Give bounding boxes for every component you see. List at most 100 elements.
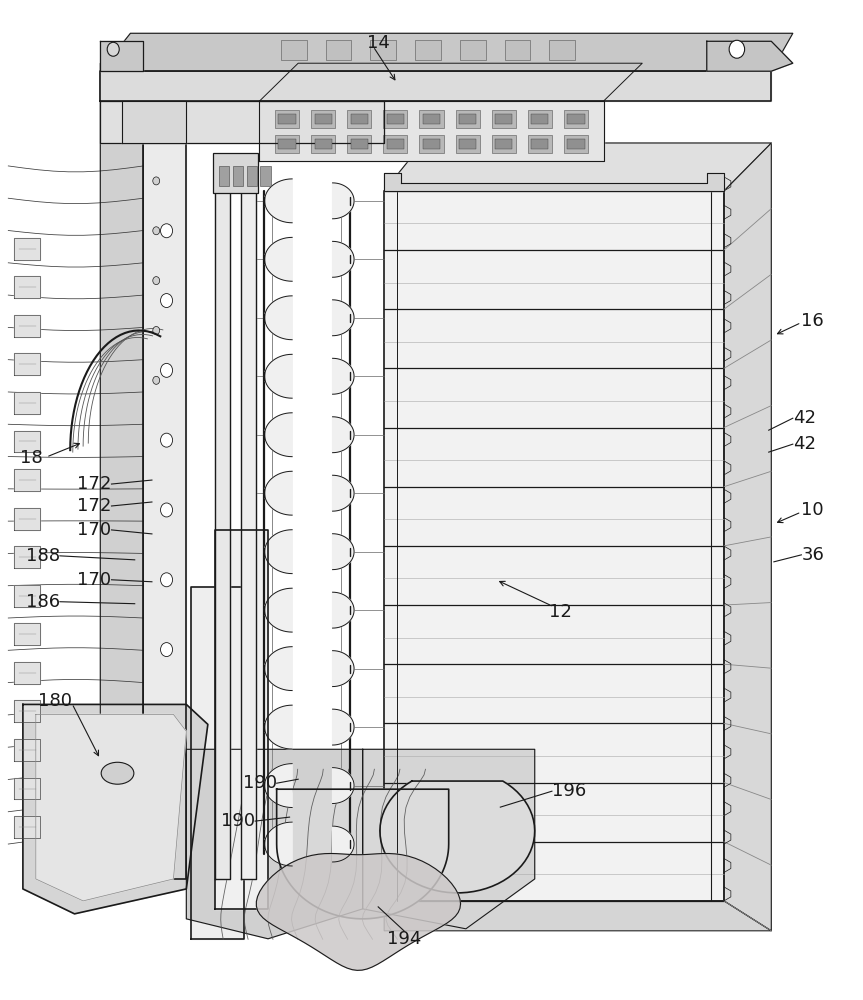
Polygon shape xyxy=(100,63,143,879)
Bar xyxy=(383,110,407,128)
Polygon shape xyxy=(15,392,40,414)
Text: 186: 186 xyxy=(26,593,60,611)
Polygon shape xyxy=(15,508,40,530)
Polygon shape xyxy=(384,143,772,191)
Polygon shape xyxy=(260,101,603,161)
Bar xyxy=(279,114,296,124)
Polygon shape xyxy=(332,300,354,336)
Polygon shape xyxy=(332,651,354,687)
Polygon shape xyxy=(241,181,256,879)
Bar xyxy=(347,110,371,128)
Polygon shape xyxy=(265,764,293,808)
Circle shape xyxy=(161,363,173,377)
Polygon shape xyxy=(332,241,354,277)
Polygon shape xyxy=(100,33,793,71)
Polygon shape xyxy=(724,143,772,931)
Polygon shape xyxy=(23,704,208,914)
Bar xyxy=(281,40,306,60)
Bar xyxy=(423,139,440,149)
Polygon shape xyxy=(215,181,230,879)
Polygon shape xyxy=(100,71,772,101)
Text: 14: 14 xyxy=(367,34,390,52)
Bar xyxy=(325,40,351,60)
Bar xyxy=(492,110,516,128)
Polygon shape xyxy=(256,853,461,970)
Text: 196: 196 xyxy=(552,782,586,800)
Polygon shape xyxy=(332,592,354,628)
Polygon shape xyxy=(35,714,186,901)
Bar xyxy=(350,139,368,149)
Polygon shape xyxy=(384,901,772,931)
Polygon shape xyxy=(15,276,40,298)
Polygon shape xyxy=(15,700,40,722)
Text: 190: 190 xyxy=(221,812,255,830)
Circle shape xyxy=(153,177,160,185)
Polygon shape xyxy=(15,546,40,568)
Polygon shape xyxy=(332,183,354,219)
Polygon shape xyxy=(265,471,293,515)
Polygon shape xyxy=(332,358,354,394)
Polygon shape xyxy=(384,173,724,191)
Text: 172: 172 xyxy=(77,497,111,515)
Circle shape xyxy=(729,40,745,58)
Text: 194: 194 xyxy=(387,930,421,948)
Circle shape xyxy=(161,294,173,308)
Text: 190: 190 xyxy=(243,774,277,792)
Bar xyxy=(311,135,335,153)
Bar xyxy=(564,135,588,153)
Polygon shape xyxy=(332,826,354,862)
Polygon shape xyxy=(362,749,535,929)
Circle shape xyxy=(161,224,173,238)
Polygon shape xyxy=(265,705,293,749)
Polygon shape xyxy=(15,315,40,337)
Bar xyxy=(567,139,584,149)
Polygon shape xyxy=(100,41,143,71)
Bar xyxy=(383,135,407,153)
Bar xyxy=(459,114,476,124)
Bar xyxy=(459,139,476,149)
Bar xyxy=(460,40,486,60)
Polygon shape xyxy=(380,781,535,893)
Polygon shape xyxy=(332,768,354,804)
Bar xyxy=(528,110,552,128)
Polygon shape xyxy=(186,749,362,939)
Bar xyxy=(567,114,584,124)
Bar xyxy=(495,139,513,149)
Polygon shape xyxy=(15,816,40,838)
Polygon shape xyxy=(15,585,40,607)
Polygon shape xyxy=(15,431,40,452)
Text: 36: 36 xyxy=(802,546,824,564)
Polygon shape xyxy=(15,238,40,260)
Polygon shape xyxy=(191,587,244,939)
Polygon shape xyxy=(215,530,268,909)
Circle shape xyxy=(161,503,173,517)
Polygon shape xyxy=(122,101,186,143)
Circle shape xyxy=(161,433,173,447)
Bar xyxy=(314,114,331,124)
Bar xyxy=(350,114,368,124)
Bar xyxy=(528,135,552,153)
Text: 188: 188 xyxy=(26,547,60,565)
Polygon shape xyxy=(332,534,354,570)
Text: 18: 18 xyxy=(20,449,42,467)
Bar xyxy=(233,166,243,186)
Polygon shape xyxy=(15,739,40,761)
Bar xyxy=(347,135,371,153)
Circle shape xyxy=(153,227,160,235)
Bar xyxy=(387,139,404,149)
Text: 180: 180 xyxy=(38,692,72,710)
Polygon shape xyxy=(265,822,293,866)
Polygon shape xyxy=(265,413,293,457)
Polygon shape xyxy=(265,237,293,281)
Polygon shape xyxy=(265,179,293,223)
Bar xyxy=(314,139,331,149)
Polygon shape xyxy=(15,623,40,645)
Bar xyxy=(505,40,531,60)
Polygon shape xyxy=(277,789,449,919)
Bar xyxy=(419,135,444,153)
Polygon shape xyxy=(332,417,354,453)
Bar xyxy=(423,114,440,124)
Ellipse shape xyxy=(101,762,134,784)
Circle shape xyxy=(161,573,173,587)
Bar xyxy=(564,110,588,128)
